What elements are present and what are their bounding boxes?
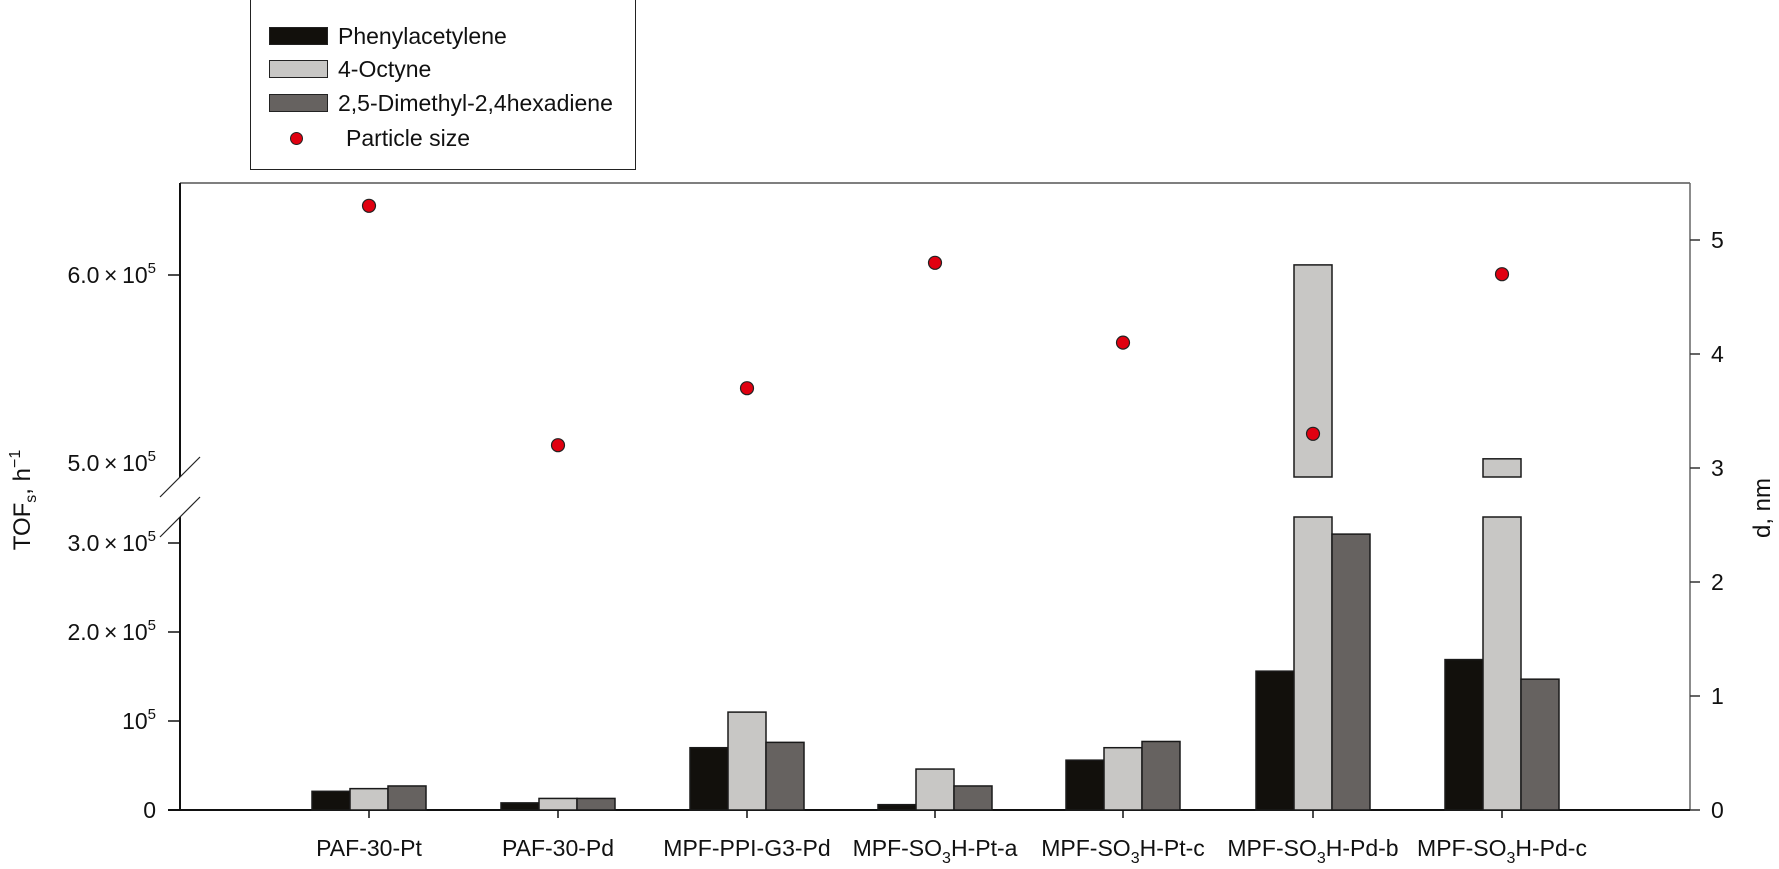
y-tick-label: 3.0 × 105 [67, 528, 156, 556]
legend-label: Particle size [346, 124, 470, 151]
y-tick-label: 105 [122, 706, 156, 734]
x-category-label: PAF-30-Pd [502, 835, 614, 861]
bar-lower-segment [1293, 516, 1333, 811]
x-category-label: MPF-SO3H-Pt-a [853, 835, 1018, 867]
legend-swatch-4-octyne [269, 60, 328, 78]
legend-swatch-dimethylhexadiene [269, 94, 328, 112]
legend-item-4-octyne: 4-Octyne [269, 55, 432, 82]
right-y-axis: 0 1 2 3 4 5 [1690, 227, 1724, 823]
bar [915, 768, 955, 811]
red-dot-marker-icon [290, 131, 303, 145]
bar [877, 803, 917, 811]
x-category-label: MPF-SO3H-Pd-c [1417, 835, 1587, 867]
axis-titles: TOFs, h−1 d, nm [7, 450, 1776, 551]
particle-size-dot [361, 198, 377, 213]
legend-item-dimethylhexadiene: 2,5-Dimethyl-2,4hexadiene [269, 89, 613, 116]
particle-size-dot [550, 438, 566, 453]
y2-axis-title: d, nm [1749, 478, 1776, 538]
bar [1065, 759, 1105, 811]
bar-upper-segment [1482, 458, 1522, 478]
y2-tick-label: 4 [1711, 341, 1724, 367]
bar-upper-segment [1293, 264, 1333, 478]
bar [727, 711, 767, 811]
bar-lower-segment [1482, 516, 1522, 811]
legend-item-phenylacetylene: Phenylacetylene [269, 22, 507, 49]
axis-break-mark [159, 456, 201, 498]
bar [1141, 740, 1181, 811]
bar [576, 797, 616, 811]
bar [689, 746, 729, 811]
particle-size-points [361, 198, 1510, 453]
bar-series-group [311, 264, 1560, 811]
chart-legend: Phenylacetylene 4-Octyne 2,5-Dimethyl-2,… [250, 0, 636, 170]
bar [500, 802, 540, 811]
axis-break-mark [159, 496, 201, 538]
y2-tick-label: 2 [1711, 569, 1724, 595]
particle-size-dot [1115, 335, 1131, 350]
y-tick-label: 5.0 × 105 [67, 448, 156, 476]
particle-size-dot [927, 255, 943, 270]
bar [387, 785, 427, 811]
left-y-axis: 0 105 2.0 × 105 3.0 × 105 5.0 × 105 6.0 × 105 [67, 183, 201, 823]
bar [765, 741, 805, 811]
bar [953, 785, 993, 811]
y2-tick-label: 3 [1711, 455, 1724, 481]
y-axis-title: TOFs, h−1 [7, 450, 40, 551]
x-category-label: PAF-30-Pt [316, 835, 422, 861]
legend-label: Phenylacetylene [338, 22, 507, 49]
legend-label: 4-Octyne [338, 55, 432, 82]
y-tick-label: 2.0 × 105 [67, 617, 156, 645]
y2-tick-label: 5 [1711, 227, 1724, 253]
y2-tick-label: 1 [1711, 683, 1724, 709]
y-tick-label: 0 [143, 797, 156, 823]
x-category-label: MPF-SO3H-Pd-b [1227, 835, 1398, 867]
x-axis: PAF-30-Pt PAF-30-Pd MPF-PPI-G3-Pd MPF-SO3H-… [316, 810, 1587, 867]
y2-tick-label: 0 [1711, 797, 1724, 823]
legend-label: 2,5-Dimethyl-2,4hexadiene [338, 89, 613, 116]
particle-size-dot [739, 381, 755, 396]
legend-swatch-phenylacetylene [269, 27, 328, 45]
legend-marker-wrap [269, 129, 328, 147]
bar [311, 790, 351, 811]
bar [349, 787, 389, 811]
x-category-label: MPF-SO3H-Pt-c [1041, 835, 1205, 867]
particle-size-dot [1305, 426, 1321, 441]
y-tick-label: 6.0 × 105 [67, 260, 156, 288]
legend-item-particle-size: Particle size [269, 124, 470, 151]
bar [538, 797, 578, 811]
particle-size-dot [1494, 267, 1510, 282]
x-category-label: MPF-PPI-G3-Pd [663, 835, 830, 861]
bar [1103, 746, 1143, 811]
bar [1331, 533, 1371, 811]
bar [1520, 678, 1560, 811]
bar [1255, 670, 1295, 811]
bar [1444, 658, 1484, 811]
